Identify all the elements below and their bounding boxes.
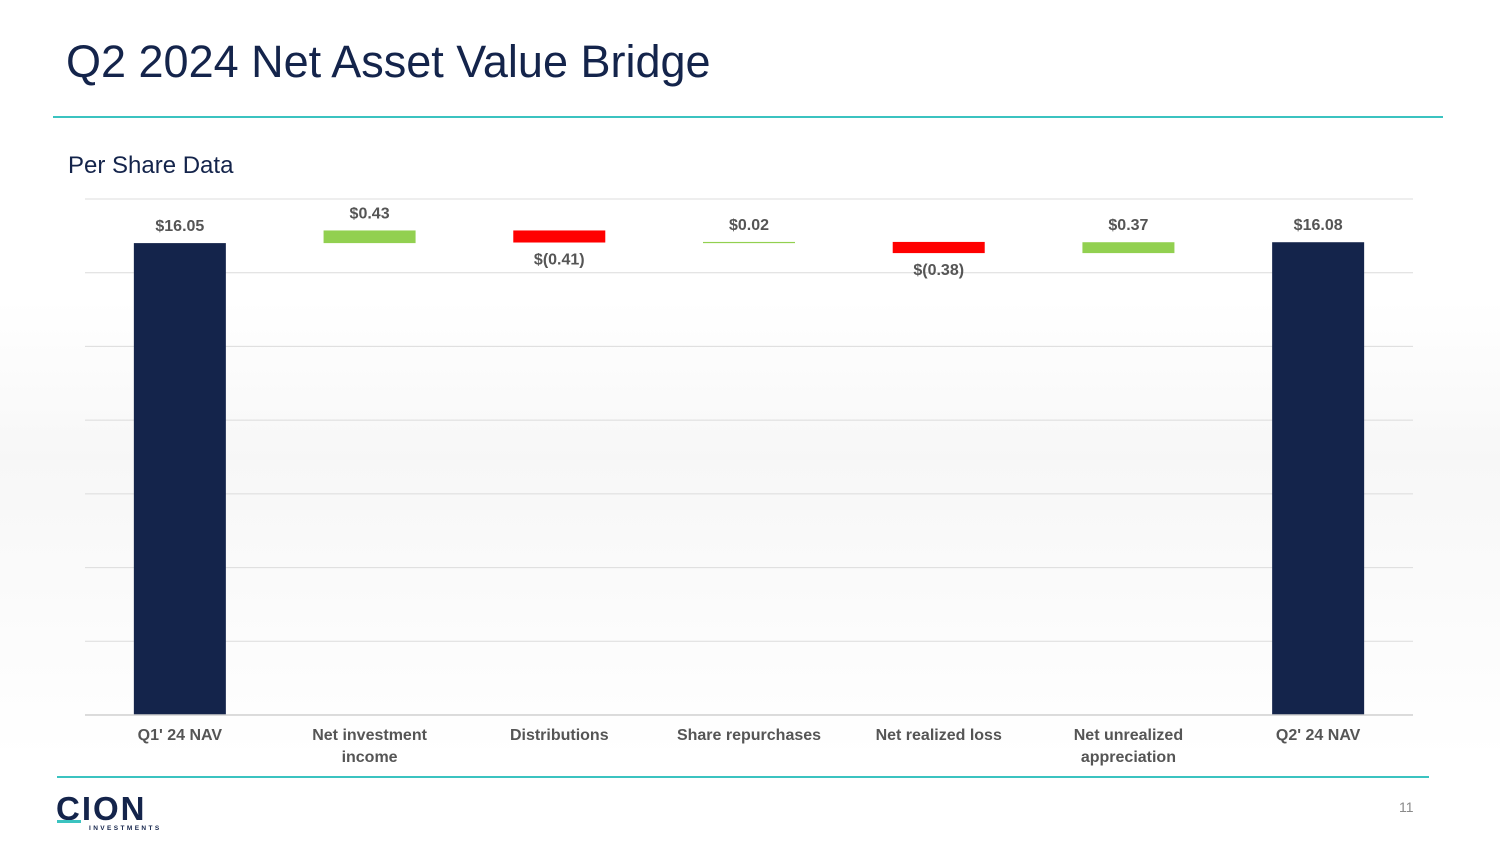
data-label: $(0.41) xyxy=(534,252,585,269)
category-label: Net unrealized xyxy=(1074,727,1183,744)
category-label: Net investment xyxy=(312,727,427,744)
category-label: Share repurchases xyxy=(677,727,821,744)
data-label: $16.08 xyxy=(1294,217,1343,234)
logo-wordmark: CION xyxy=(56,790,147,827)
data-label: $0.02 xyxy=(729,217,769,234)
data-label: $0.43 xyxy=(350,205,390,222)
data-label: $0.37 xyxy=(1108,217,1148,234)
footer-divider xyxy=(57,776,1429,778)
title-divider xyxy=(53,116,1443,118)
category-label: appreciation xyxy=(1081,749,1176,766)
category-label: Q1' 24 NAV xyxy=(138,727,223,744)
category-label: Net realized loss xyxy=(876,727,1002,744)
waterfall-bar xyxy=(703,241,795,244)
waterfall-bar xyxy=(513,230,606,243)
data-label: $(0.38) xyxy=(913,262,964,279)
category-label: Distributions xyxy=(510,727,609,744)
logo-accent-bar xyxy=(57,820,81,823)
category-label: Q2' 24 NAV xyxy=(1276,727,1361,744)
data-label: $16.05 xyxy=(155,218,204,235)
logo-tagline: INVESTMENTS xyxy=(89,825,162,832)
waterfall-bar xyxy=(323,230,416,244)
waterfall-bar xyxy=(1082,242,1175,254)
page-number: 11 xyxy=(1399,799,1414,815)
category-label: income xyxy=(342,749,398,766)
waterfall-bar xyxy=(1272,242,1365,715)
cion-logo: CION INVESTMENTS xyxy=(56,792,160,834)
waterfall-bar xyxy=(133,243,226,715)
chart-subtitle: Per Share Data xyxy=(68,152,234,179)
page-title: Q2 2024 Net Asset Value Bridge xyxy=(66,36,711,87)
waterfall-bar xyxy=(892,241,985,254)
